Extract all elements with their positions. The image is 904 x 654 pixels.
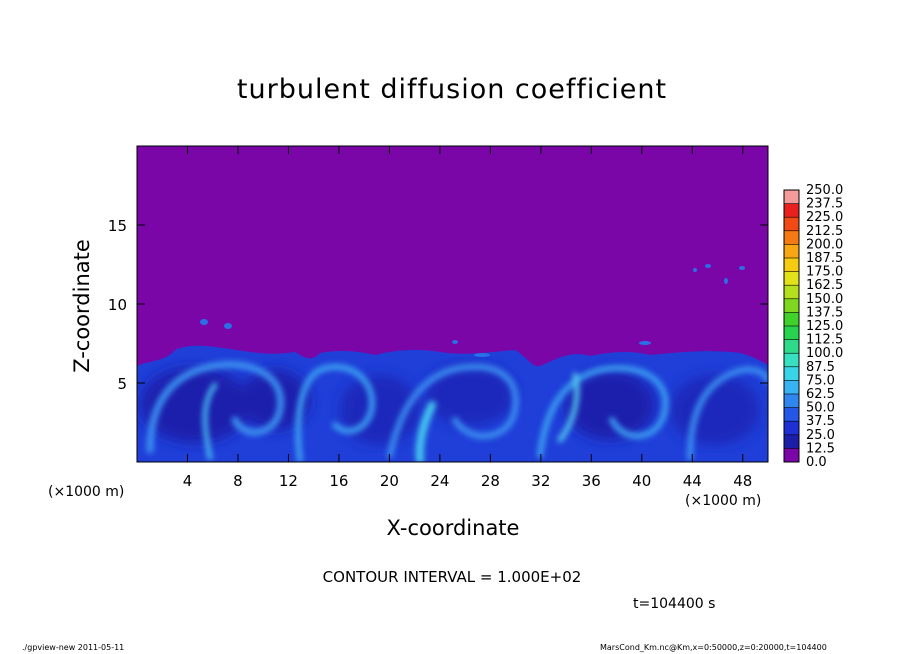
colorbar-label: 212.5 [806,224,843,239]
x-tick-label: 16 [329,472,348,490]
colorbar-label: 62.5 [806,387,835,402]
x-tick-label: 40 [632,472,651,490]
colorbar-label: 175.0 [806,265,843,280]
x-axis-label: X-coordinate [386,516,520,540]
swirl-2 [295,363,376,462]
colorbar-swatch [784,407,799,422]
colorbar-swatch [784,203,799,218]
colorbar-label: 12.5 [806,441,835,456]
colorbar-label: 225.0 [806,210,843,225]
colorbar-label: 137.5 [806,305,843,320]
colorbar-swatch [784,190,799,204]
plume-9 [452,340,458,344]
colorbar-swatch [784,298,799,313]
colorbar-label: 37.5 [806,414,835,429]
x-tick-label: 4 [183,472,193,490]
colorbar-label: 0.0 [806,455,827,470]
x-tick-label: 28 [481,472,500,490]
x-tick-label: 12 [279,472,298,490]
eddy-2 [240,370,310,430]
swirl-3 [387,363,519,458]
colorbar-swatch [784,217,799,231]
colorbar-label: 150.0 [806,292,843,307]
colorbar-swatch [784,353,799,367]
colorbar-label: 187.5 [806,251,843,266]
colorbar-label: 75.0 [806,373,835,388]
x-unit-label-left: (×1000 m) [48,484,125,500]
colorbar: 0.012.525.037.550.062.575.087.5100.0112.… [783,183,843,470]
colorbar-swatch [784,326,799,340]
colorbar-label: 25.0 [806,428,835,443]
colorbar-label: 237.5 [806,197,843,212]
colorbar-swatch [784,230,799,245]
turbulent-field [137,264,768,462]
swirl-6 [687,366,768,461]
plume-4 [474,353,490,357]
colorbar-label: 250.0 [806,183,843,198]
colorbar-swatch [784,271,799,286]
x-tick-label: 44 [683,472,702,490]
y-axis-ticks: 5 10 15 [108,217,768,393]
colorbar-swatch [784,285,799,299]
colorbar-swatch [784,258,799,272]
colorbar-label: 200.0 [806,237,843,252]
x-tick-label: 32 [531,472,550,490]
plume-7 [724,278,728,284]
swirl-8 [202,382,218,461]
colorbar-label: 125.0 [806,319,843,334]
colorbar-swatch [784,312,799,326]
plume-5 [705,264,711,268]
plume-2 [224,323,232,329]
x-unit-label-right: (×1000 m) [685,493,762,509]
colorbar-label: 50.0 [806,401,835,416]
swirl-4 [415,401,436,462]
footer-right-text: MarsCond_Km.nc@Km,x=0:50000,z=0:20000,t=… [600,643,827,652]
x-tick-label: 48 [733,472,752,490]
eddy-5 [565,370,655,440]
colorbar-label: 162.5 [806,278,843,293]
colorbar-swatch [784,366,799,381]
chart-title: turbulent diffusion coefficient [236,74,668,105]
x-tick-label: 24 [430,472,449,490]
swirl-7 [557,372,580,443]
colorbar-swatch [784,421,799,435]
colorbar-swatch [784,434,799,449]
plume-3 [639,341,651,345]
contour-interval-text: CONTOUR INTERVAL = 1.000E+02 [322,568,582,586]
colorbar-label: 87.5 [806,360,835,375]
colorbar-swatch [784,244,799,258]
swirl-1 [146,361,285,454]
x-tick-label: 36 [582,472,601,490]
colorbar-swatch [784,339,799,354]
time-stamp: t=104400 s [633,596,716,612]
y-tick-label: 5 [117,375,127,393]
plume-1 [200,319,208,325]
footer-left-text: ./gpview-new 2011-05-11 [22,643,125,652]
x-axis-ticks: 4 8 12 16 20 24 28 32 36 40 44 48 [183,146,752,490]
colorbar-swatch [784,448,799,462]
y-axis-label: Z-coordinate [70,239,94,373]
colorbar-label: 112.5 [806,333,843,348]
eddy-4 [425,365,515,425]
plume-6 [739,266,745,270]
colorbar-swatch [784,380,799,394]
swirl-5 [537,365,669,458]
x-tick-label: 20 [380,472,399,490]
colorbar-label: 100.0 [806,346,843,361]
colorbar-swatch [784,394,799,408]
x-tick-label: 8 [233,472,243,490]
plume-8 [693,268,697,272]
y-tick-label: 10 [108,296,127,314]
y-tick-label: 15 [108,217,127,235]
